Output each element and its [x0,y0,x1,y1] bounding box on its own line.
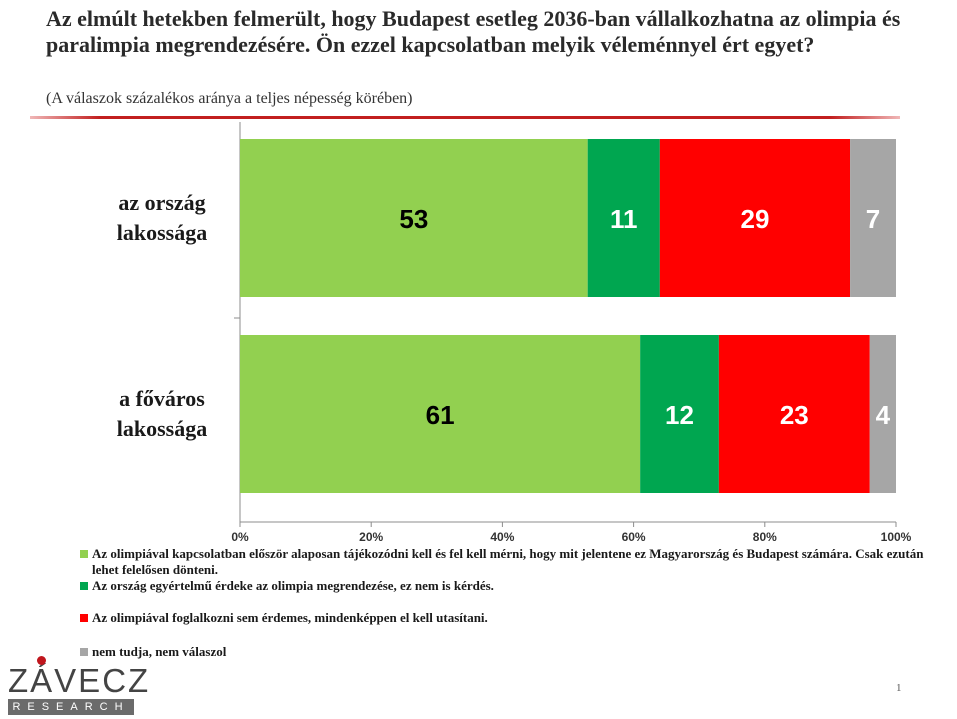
data-label: 23 [780,400,809,430]
bar-segment [718,335,870,493]
title-divider [30,116,900,119]
data-label: 12 [665,400,694,430]
x-tick-label: 100% [881,530,912,544]
x-tick-label: 60% [622,530,646,544]
x-tick-label: 20% [359,530,383,544]
data-label: 7 [866,204,880,234]
legend-label: Az ország egyértelmű érdeke az olimpia m… [92,578,494,593]
legend-item: Az olimpiával foglalkozni sem érdemes, m… [80,610,930,626]
bar-segment [850,139,896,297]
bar-segment [240,335,641,493]
legend-item: Az olimpiával kapcsolatban először alapo… [80,546,930,578]
x-tick-label: 80% [753,530,777,544]
bar-segment [240,139,588,297]
data-label: 61 [426,400,455,430]
legend-label: Az olimpiával kapcsolatban először alapo… [92,546,924,577]
chart-subtitle: (A válaszok százalékos aránya a teljes n… [46,90,413,107]
bar-segment [640,335,719,493]
company-logo: ZÁVECZ [8,662,151,699]
legend-swatch [80,648,88,656]
logo-dot-icon [37,656,46,665]
bar-segment [587,139,660,297]
legend-swatch [80,550,88,558]
legend-item: Az ország egyértelmű érdeke az olimpia m… [80,578,930,594]
x-tick-label: 0% [231,530,249,544]
legend-item: nem tudja, nem válaszol [80,644,930,660]
legend-swatch [80,582,88,590]
category-label: a főváros lakossága [116,386,208,441]
data-label: 29 [740,204,769,234]
bar-segment [869,335,896,493]
legend-label: Az olimpiával foglalkozni sem érdemes, m… [92,610,488,625]
data-label: 11 [610,204,638,234]
data-label: 53 [399,204,428,234]
stacked-bar-chart: 0% 20% 40% 60% 80% 100% 53 11 29 7 61 12 23 4 [231,122,912,544]
legend-swatch [80,614,88,622]
page-number: 1 [896,682,902,694]
legend-label: nem tudja, nem válaszol [92,644,227,659]
company-logo-subtitle: RESEARCH [8,699,134,715]
x-tick-label: 40% [490,530,514,544]
data-label: 4 [876,400,891,430]
category-label: az ország lakossága [116,190,208,245]
chart-title: Az elmúlt hetekben felmerült, hogy Budap… [46,6,901,57]
bar-segment [659,139,851,297]
